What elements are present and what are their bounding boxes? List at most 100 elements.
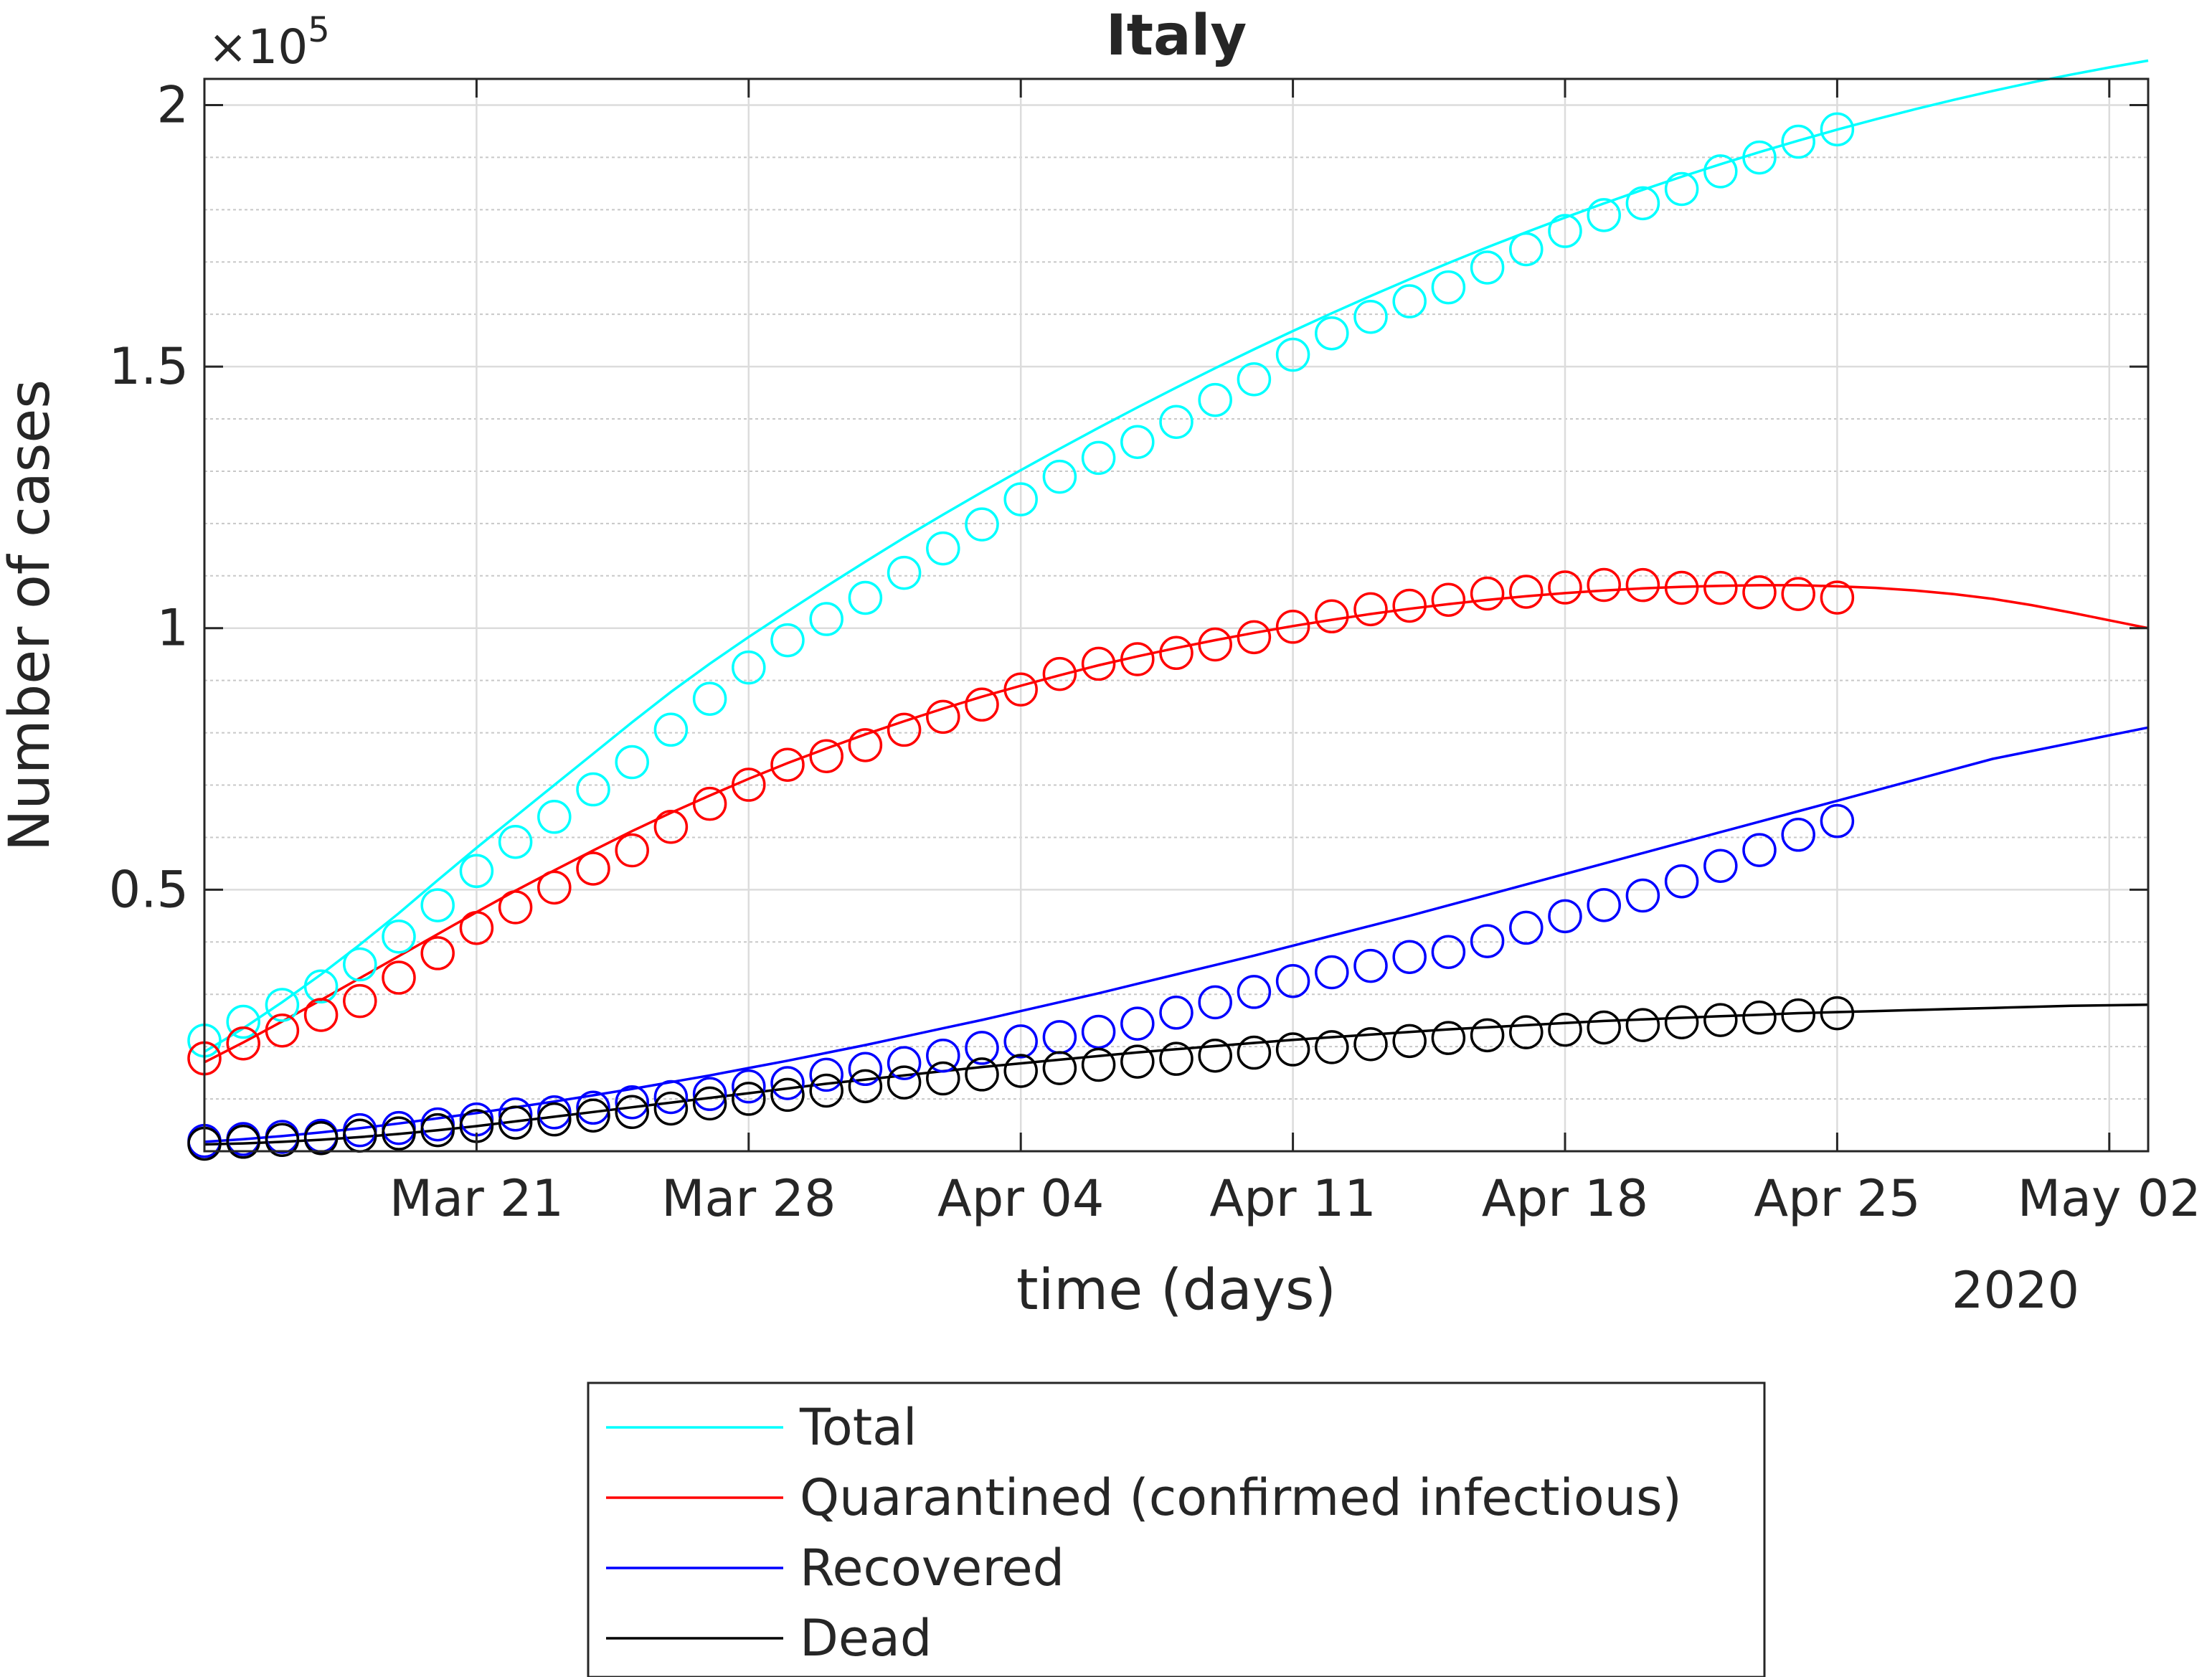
- marker-quarantined: [965, 687, 999, 722]
- marker-total: [303, 969, 339, 1003]
- marker-quarantined: [382, 960, 416, 995]
- marker-quarantined: [226, 1026, 260, 1061]
- marker-recovered: [1275, 963, 1310, 998]
- marker-dead: [1587, 1010, 1621, 1045]
- marker-quarantined: [1431, 582, 1466, 617]
- marker-dead: [498, 1105, 533, 1140]
- marker-recovered: [1625, 878, 1660, 913]
- marker-total: [1664, 171, 1699, 207]
- marker-recovered: [1237, 975, 1272, 1009]
- x-tick-label: Apr 25: [1754, 1169, 1920, 1228]
- marker-recovered: [653, 1080, 689, 1115]
- major-grid: [204, 79, 2148, 1151]
- marker-quarantined: [1315, 599, 1349, 634]
- marker-total: [459, 854, 494, 889]
- marker-total: [1042, 459, 1077, 494]
- legend-label-total: Total: [799, 1398, 917, 1457]
- chart-title: Italy: [1106, 4, 1247, 68]
- x-tick-label: Apr 04: [937, 1169, 1104, 1228]
- fit-line-quarantined: [204, 584, 2149, 1064]
- marker-recovered: [1820, 803, 1855, 838]
- y-tick-labels: 0.5 1 1.5 2: [109, 75, 189, 919]
- marker-total: [1003, 482, 1038, 516]
- y-tick-label: 0.5: [109, 860, 189, 919]
- marker-quarantined: [1392, 588, 1427, 623]
- marker-quarantined: [1509, 575, 1544, 609]
- marker-total: [1820, 112, 1855, 147]
- marker-quarantined: [343, 983, 377, 1019]
- marker-recovered: [809, 1057, 843, 1092]
- tick-marks: [204, 79, 2148, 1151]
- x-tick-label: May 02: [2018, 1169, 2201, 1228]
- marker-total: [1587, 198, 1621, 232]
- marker-dead: [848, 1069, 883, 1104]
- marker-total: [226, 1004, 260, 1039]
- marker-total: [1392, 284, 1427, 318]
- marker-total: [1781, 124, 1815, 159]
- marker-quarantined: [1003, 672, 1038, 707]
- marker-total: [265, 988, 300, 1022]
- marker-dead: [653, 1091, 689, 1126]
- marker-recovered: [887, 1046, 922, 1080]
- legend-box: [587, 1381, 1766, 1677]
- marker-total: [343, 947, 377, 982]
- plot-frame: [203, 77, 2150, 1153]
- marker-dead: [382, 1116, 416, 1151]
- x-tick-label: Mar 28: [661, 1169, 836, 1228]
- x-tick-label: Apr 11: [1209, 1169, 1376, 1228]
- marker-dead: [226, 1125, 260, 1159]
- marker-quarantined: [1198, 627, 1232, 662]
- marker-dead: [887, 1065, 922, 1100]
- marker-recovered: [576, 1090, 610, 1125]
- marker-total: [1237, 362, 1272, 397]
- marker-dead: [1470, 1018, 1505, 1053]
- marker-quarantined: [692, 786, 727, 821]
- marker-total: [732, 650, 766, 685]
- legend-label-dead: Dead: [800, 1609, 932, 1668]
- marker-dead: [1275, 1032, 1310, 1067]
- marker-dead: [1664, 1005, 1699, 1039]
- y-tick-label: 1.5: [109, 337, 189, 396]
- marker-dead: [1159, 1041, 1194, 1076]
- marker-recovered: [1587, 888, 1621, 922]
- marker-recovered: [732, 1069, 766, 1104]
- marker-dead: [692, 1086, 727, 1121]
- marker-total: [1081, 440, 1116, 476]
- y-exponent-base: ×10: [208, 19, 308, 75]
- x-tick-label: Mar 21: [389, 1169, 564, 1228]
- marker-total: [809, 602, 843, 636]
- marker-total: [653, 712, 689, 747]
- marker-dead: [1120, 1044, 1155, 1079]
- marker-dead: [1820, 996, 1855, 1031]
- marker-dead: [809, 1073, 843, 1108]
- marker-quarantined: [303, 998, 339, 1032]
- marker-quarantined: [1120, 642, 1155, 676]
- marker-dead: [770, 1077, 805, 1113]
- marker-quarantined: [1159, 636, 1194, 671]
- marker-total: [887, 555, 922, 590]
- x-secondary-label: 2020: [1952, 1261, 2079, 1320]
- y-exponent-label: ×105: [208, 10, 330, 75]
- marker-total: [576, 772, 610, 807]
- marker-dead: [1509, 1015, 1544, 1049]
- marker-recovered: [1509, 910, 1544, 945]
- x-axis-label: time (days): [1016, 1258, 1336, 1323]
- marker-quarantined: [653, 810, 689, 844]
- marker-quarantined: [1625, 567, 1660, 603]
- marker-quarantined: [1820, 580, 1855, 615]
- marker-total: [615, 745, 649, 780]
- marker-total: [1703, 154, 1738, 189]
- marker-total: [1509, 232, 1544, 267]
- marker-total: [1120, 425, 1155, 459]
- marker-total: [1353, 299, 1388, 334]
- marker-dead: [732, 1082, 766, 1116]
- marker-dead: [265, 1123, 300, 1158]
- marker-total: [692, 681, 727, 716]
- marker-dead: [1703, 1003, 1738, 1037]
- marker-quarantined: [926, 699, 960, 734]
- fit-line-dead: [204, 1003, 2149, 1146]
- marker-dead: [1003, 1054, 1038, 1088]
- marker-recovered: [1081, 1014, 1116, 1049]
- observed-markers: [187, 112, 1855, 1161]
